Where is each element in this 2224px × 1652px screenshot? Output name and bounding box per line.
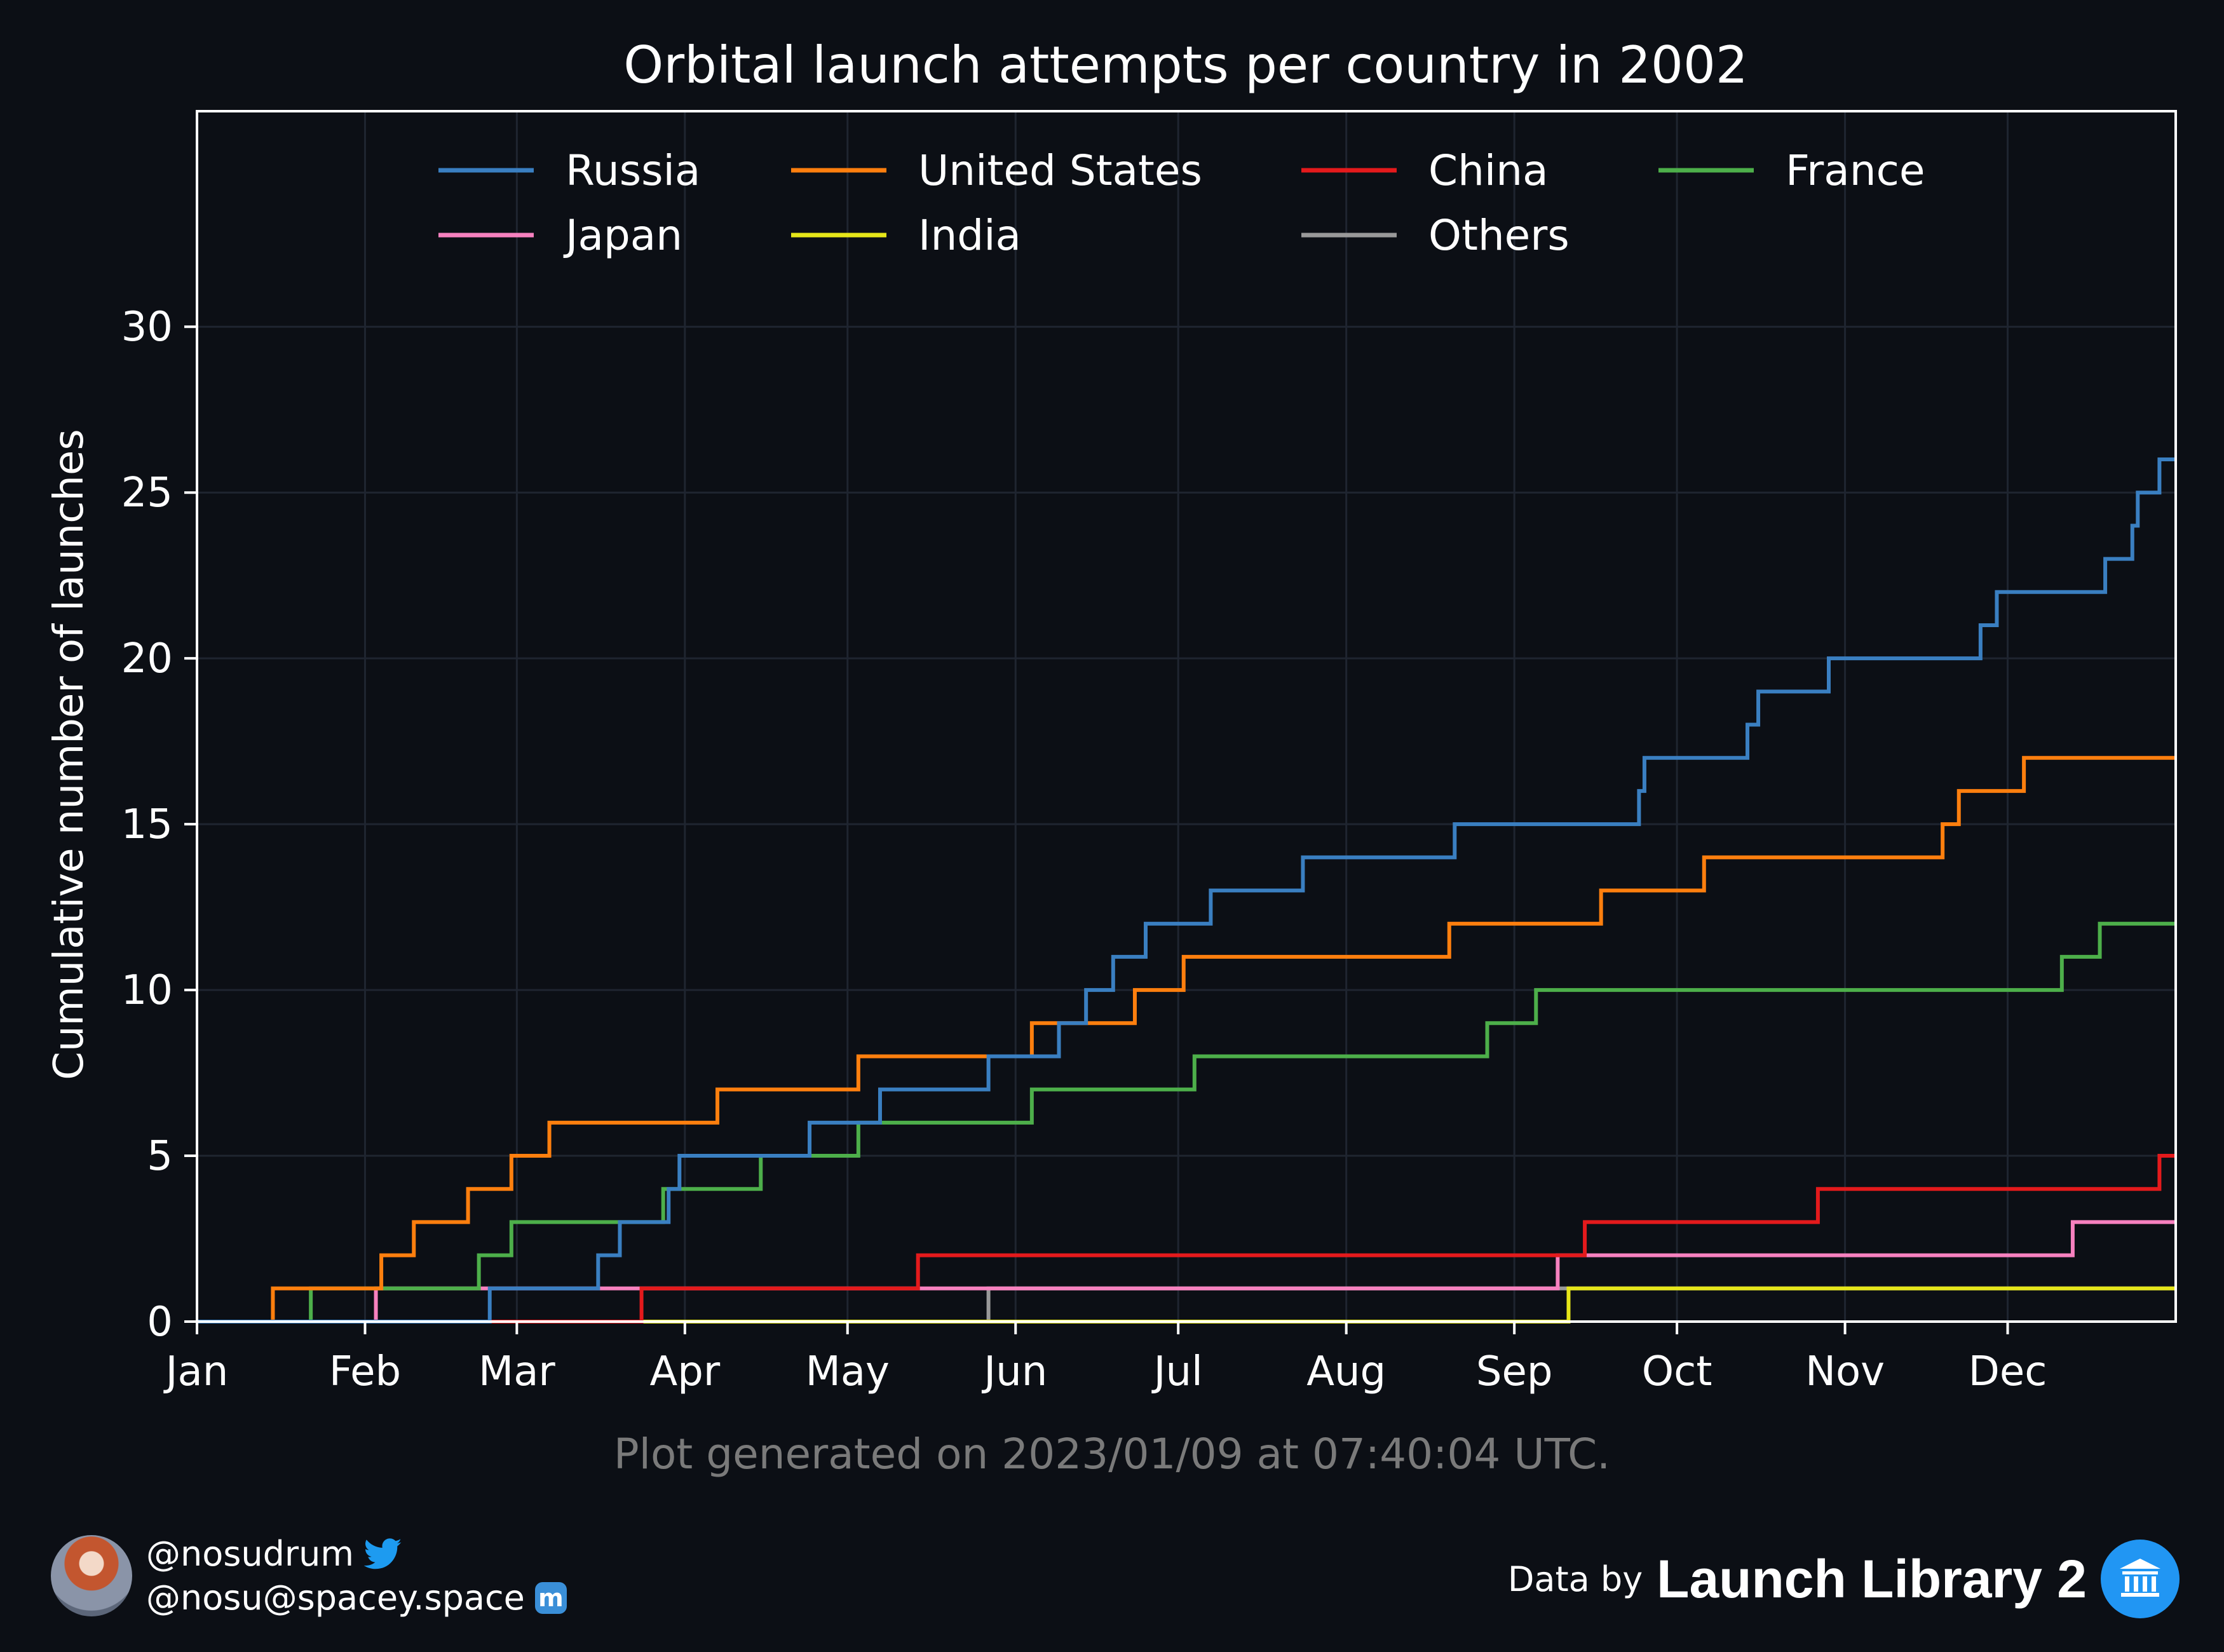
launch-library-name: Launch Library 2 xyxy=(1657,1548,2087,1609)
mastodon-handle: @nosu@spacey.space xyxy=(146,1578,525,1618)
twitter-handle: @nosudrum xyxy=(146,1534,354,1574)
mastodon-icon: m xyxy=(534,1581,567,1614)
legend-item-russia: Russia xyxy=(438,146,700,195)
x-tick-label: Jul xyxy=(1151,1348,1203,1395)
series-line-china xyxy=(197,1154,2176,1324)
series-line-russia xyxy=(197,457,2176,1324)
x-tick-label: Sep xyxy=(1476,1348,1553,1395)
y-axis-label: Cumulative number of launches xyxy=(46,429,93,1080)
legend-item-france: France xyxy=(1658,146,1925,195)
x-tick-label: Apr xyxy=(649,1348,720,1395)
x-tick-label: Mar xyxy=(478,1348,555,1395)
launch-library-logo-icon xyxy=(2101,1540,2180,1618)
legend-item-others: Others xyxy=(1301,211,1570,260)
grid xyxy=(196,111,2176,1323)
y-tick-label: 30 xyxy=(121,304,173,351)
legend-item-china: China xyxy=(1301,146,1549,195)
series-line-japan xyxy=(197,1220,2176,1324)
legend-label: India xyxy=(918,211,1021,260)
x-tick-label: Jan xyxy=(163,1348,229,1395)
series-line-others xyxy=(197,1286,2176,1324)
mastodon-handle-row[interactable]: @nosu@spacey.space m xyxy=(146,1578,567,1618)
series-line-india xyxy=(197,1286,2176,1324)
legend-item-japan: Japan xyxy=(438,211,682,260)
chart-title: Orbital launch attempts per country in 2… xyxy=(623,36,1748,95)
legend-label: Others xyxy=(1428,211,1570,260)
twitter-icon xyxy=(363,1538,402,1569)
x-tick-label: May xyxy=(806,1348,890,1395)
x-tick-label: Dec xyxy=(1969,1348,2047,1395)
data-by-label: Data by xyxy=(1507,1559,1643,1599)
data-source-credit[interactable]: Data by Launch Library 2 xyxy=(1508,1538,2180,1620)
avatar xyxy=(51,1535,132,1616)
twitter-handle-row[interactable]: @nosudrum xyxy=(146,1534,567,1574)
series-lines xyxy=(197,457,2176,1324)
y-tick-label: 15 xyxy=(121,801,173,848)
plot-generated-note: Plot generated on 2023/01/09 at 07:40:04… xyxy=(613,1430,1611,1479)
legend-label: United States xyxy=(918,146,1202,195)
x-tick-label: Jun xyxy=(981,1348,1047,1395)
y-tick-label: 25 xyxy=(121,470,173,517)
legend-label: France xyxy=(1786,146,1925,195)
legend-label: Japan xyxy=(563,211,682,260)
legend-item-india: India xyxy=(791,211,1021,260)
y-tick-label: 5 xyxy=(147,1133,173,1180)
legend-label: China xyxy=(1428,146,1549,195)
series-line-united-states xyxy=(197,755,2176,1324)
y-tick-label: 10 xyxy=(121,967,173,1014)
launch-chart: Orbital launch attempts per country in 2… xyxy=(46,36,2177,1395)
legend-item-united-states: United States xyxy=(791,146,1202,195)
legend-label: Russia xyxy=(566,146,700,195)
x-tick-label: Aug xyxy=(1306,1348,1386,1395)
y-tick-label: 20 xyxy=(121,635,173,682)
x-tick-label: Feb xyxy=(329,1348,401,1395)
y-tick-label: 0 xyxy=(147,1299,173,1346)
author-credit: @nosudrum @nosu@spacey.space m xyxy=(51,1531,567,1620)
plot-frame xyxy=(196,110,2177,1323)
x-tick-label: Oct xyxy=(1642,1348,1712,1395)
x-tick-label: Nov xyxy=(1805,1348,1885,1395)
axes: Jan Feb Mar Apr May Jun Jul Aug Sep Oct Nov Dec 0 5 10… xyxy=(121,304,2047,1395)
legend: Russia United States China France Japan India… xyxy=(438,146,1925,260)
series-line-france xyxy=(197,921,2176,1324)
